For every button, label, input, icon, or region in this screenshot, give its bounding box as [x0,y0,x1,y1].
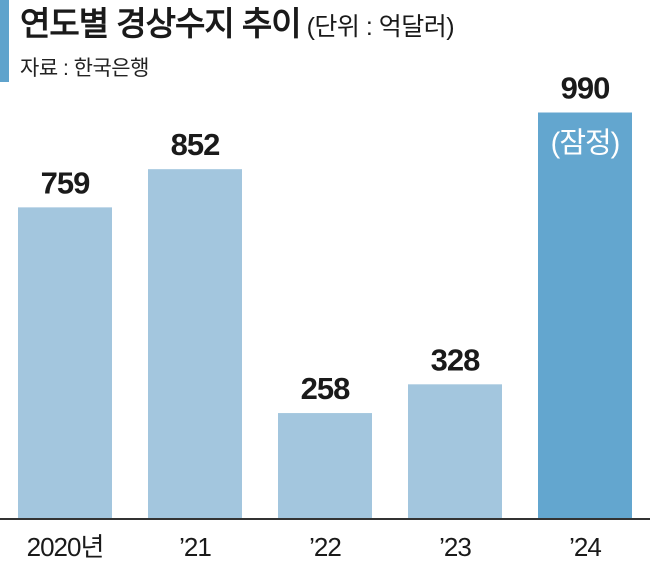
title-accent-bar [0,0,9,82]
x-tick-label-4: ’24 [569,532,601,562]
x-tick-label-0: 2020년 [27,532,104,562]
bar-4 [538,112,632,520]
value-label-0: 759 [41,165,90,200]
chart-title: 연도별 경상수지 추이 [20,5,302,42]
provisional-note: (잠정) [551,128,620,160]
value-label-2: 258 [301,371,350,406]
bar-1 [148,169,242,519]
bar-2 [278,413,372,519]
bar-3 [408,384,502,519]
source-label: 자료 : 한국은행 [20,57,149,80]
x-tick-label-2: ’22 [309,532,341,562]
bar-0 [18,207,112,519]
unit-label: (단위 : 억달러) [306,13,455,41]
value-label-1: 852 [171,127,220,162]
value-label-4: 990 [561,71,610,106]
x-tick-label-1: ’21 [179,532,211,562]
x-tick-label-3: ’23 [439,532,471,562]
chart-header: 연도별 경상수지 추이 (단위 : 억달러) [20,4,455,51]
value-label-3: 328 [431,342,480,377]
